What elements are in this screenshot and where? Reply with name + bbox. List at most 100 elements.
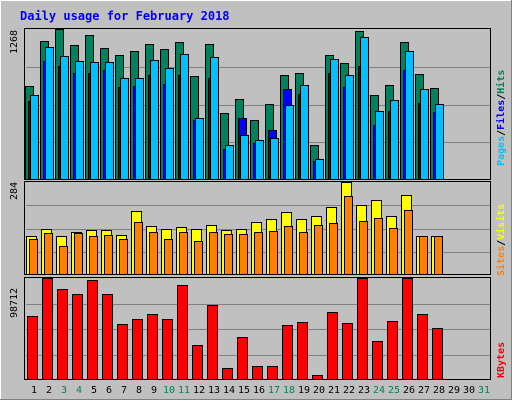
bar-kbytes-day-10 [162,319,173,380]
bar-kbytes-day-21 [327,312,338,380]
bar-sites-day-1 [29,239,38,275]
bar-kbytes-day-18 [282,325,293,380]
day-label: 1 [31,385,37,396]
bar-kbytes-day-8 [132,319,143,380]
day-label: 11 [178,385,190,396]
bar-pages-day-28 [435,104,444,180]
bar-sites-day-3 [59,246,68,275]
bar-kbytes-day-7 [117,324,128,380]
bar-sites-day-5 [89,236,98,275]
day-label: 19 [298,385,310,396]
bar-sites-day-14 [224,234,233,275]
bar-pages-day-22 [345,75,354,180]
bar-pages-day-25 [390,100,399,180]
day-label: 5 [91,385,97,396]
bar-sites-day-15 [239,234,248,275]
kbytes-axis-max-label: 98712 [9,288,20,318]
bar-pages-day-17 [270,138,279,180]
bar-sites-day-10 [164,239,173,275]
bar-kbytes-day-5 [87,280,98,380]
bar-pages-day-11 [180,54,189,180]
bar-sites-day-4 [74,233,83,275]
day-label: 3 [61,385,67,396]
legend-pages: Pages [496,136,507,166]
bar-pages-day-18 [285,105,294,180]
bar-kbytes-day-16 [252,366,263,380]
day-label: 13 [208,385,220,396]
bar-pages-day-15 [240,135,249,180]
bar-pages-day-8 [135,78,144,180]
legend-visits: Visits [495,204,507,240]
bar-kbytes-day-15 [237,337,248,380]
bar-sites-day-20 [314,225,323,275]
day-label: 12 [193,385,205,396]
bar-pages-day-6 [105,62,114,180]
bar-kbytes-day-6 [102,294,113,380]
bar-kbytes-day-3 [57,289,68,380]
bar-sites-day-13 [209,232,218,275]
bar-pages-day-12 [195,118,204,180]
day-label: 2 [46,385,52,396]
bar-pages-day-23 [360,37,369,180]
bar-pages-day-4 [75,61,84,180]
day-label: 16 [253,385,265,396]
bar-sites-day-9 [149,232,158,275]
bar-sites-day-22 [344,196,353,275]
hits-axis-max-label: 1268 [9,30,20,54]
day-label: 25 [388,385,400,396]
bar-sites-day-25 [389,228,398,275]
day-label: 6 [106,385,112,396]
day-label: 20 [313,385,325,396]
hits-legend: Pages/Files/Hits [495,70,507,166]
bar-pages-day-2 [45,47,54,180]
visits-axis-max-label: 284 [9,182,20,200]
bar-kbytes-day-11 [177,285,188,380]
legend-hits: Hits [495,70,507,94]
bar-sites-day-21 [329,223,338,275]
legend-separator: / [496,240,507,246]
kbytes-legend: KBytes [496,342,507,378]
bar-sites-day-7 [119,239,128,275]
day-label: 21 [328,385,340,396]
bar-pages-day-10 [165,68,174,180]
bar-kbytes-day-4 [72,294,83,380]
day-label: 24 [373,385,385,396]
day-label: 23 [358,385,370,396]
chart-title: Daily usage for February 2018 [20,9,230,23]
bar-kbytes-day-22 [342,323,353,380]
bar-pages-day-9 [150,60,159,180]
bar-sites-day-23 [359,221,368,275]
bar-sites-day-2 [44,233,53,275]
bar-sites-day-16 [254,232,263,275]
bar-kbytes-day-14 [222,368,233,380]
bar-pages-day-3 [60,56,69,180]
bar-sites-day-8 [134,222,143,275]
bar-sites-day-12 [194,241,203,275]
bar-kbytes-day-26 [402,278,413,380]
day-label: 8 [136,385,142,396]
bar-kbytes-day-28 [432,328,443,380]
bar-kbytes-day-27 [417,314,428,380]
bar-kbytes-day-12 [192,345,203,380]
bars [25,29,444,380]
legend-kbytes: KBytes [496,342,507,378]
bar-kbytes-day-25 [387,321,398,380]
bar-sites-day-28 [434,236,443,275]
bar-pages-day-24 [375,111,384,180]
bar-sites-day-6 [104,235,113,275]
bar-sites-day-27 [419,236,428,275]
day-label: 15 [238,385,250,396]
bar-pages-day-26 [405,51,414,180]
day-label: 28 [433,385,445,396]
bar-pages-day-13 [210,57,219,180]
day-label: 18 [283,385,295,396]
day-label: 26 [403,385,415,396]
bar-kbytes-day-2 [42,278,53,380]
bar-pages-day-5 [90,62,99,180]
bar-pages-day-21 [330,59,339,180]
bar-kbytes-day-19 [297,322,308,380]
day-label: 4 [76,385,82,396]
bar-pages-day-19 [300,85,309,180]
